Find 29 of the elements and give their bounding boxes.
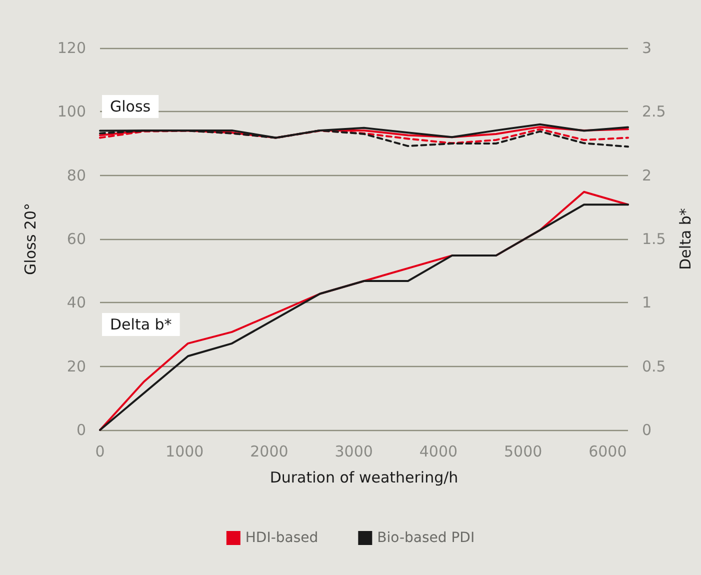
y-tick-label: 120 bbox=[57, 39, 86, 57]
y-tick-label: 100 bbox=[57, 102, 86, 121]
y2-tick-label: 0.5 bbox=[642, 357, 666, 376]
y-tick-label: 0 bbox=[76, 421, 86, 439]
x-tick-label: 6000 bbox=[588, 442, 627, 460]
y-tick-label: 80 bbox=[66, 166, 86, 184]
y2-tick-label: 3 bbox=[642, 39, 652, 57]
x-tick-label: 0 bbox=[95, 442, 105, 460]
line-series bbox=[99, 128, 629, 144]
annotation: Gloss bbox=[110, 98, 151, 116]
y-tick-label: 40 bbox=[66, 294, 86, 312]
y2-tick-label: 1.5 bbox=[642, 230, 666, 248]
y2-tick-label: 1 bbox=[642, 294, 652, 312]
x-tick-label: 3000 bbox=[334, 442, 373, 460]
x-tick-label: 4000 bbox=[419, 442, 458, 460]
x-tick-label: 1000 bbox=[166, 442, 204, 460]
y2-tick-label: 0 bbox=[642, 421, 652, 439]
legend-label: Bio-based PDI bbox=[377, 530, 475, 546]
y-tick-label: 60 bbox=[66, 230, 86, 248]
x-axis-title: Duration of weathering/h bbox=[270, 468, 458, 486]
y2-tick-label: 2.5 bbox=[642, 102, 666, 121]
x-tick-label: 2000 bbox=[250, 442, 288, 460]
y2-axis-title: Delta b* bbox=[676, 208, 694, 270]
x-tick-label: 5000 bbox=[504, 442, 542, 460]
y-axis-title: Gloss 20° bbox=[22, 203, 40, 275]
legend-label: HDI-based bbox=[245, 530, 318, 546]
y2-tick-label: 2 bbox=[642, 166, 652, 184]
y-tick-label: 20 bbox=[66, 357, 86, 376]
annotation: Delta b* bbox=[110, 316, 172, 334]
